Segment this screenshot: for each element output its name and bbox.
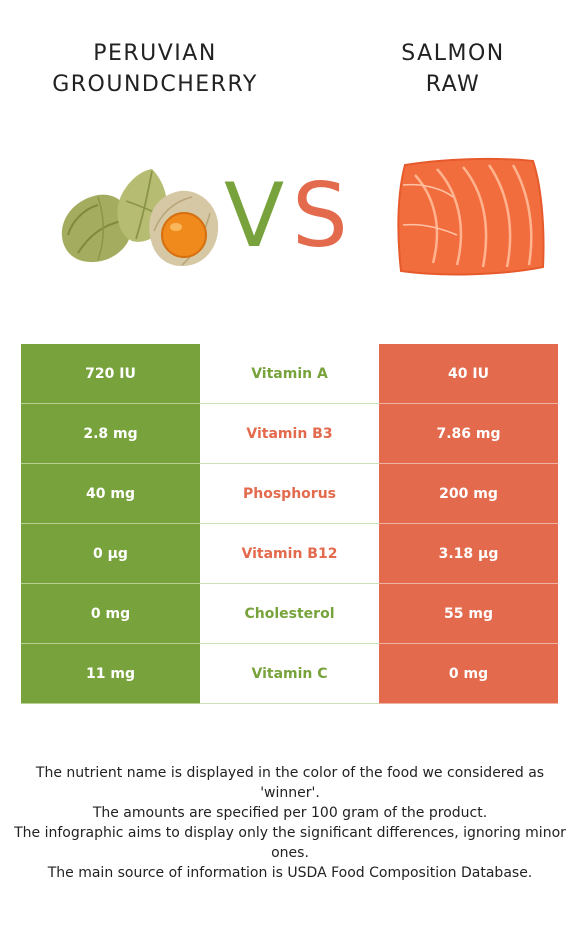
right-food-title-line1: SALMON bbox=[401, 40, 505, 66]
right-food-value: 0 mg bbox=[379, 644, 558, 704]
footnote-aim: The infographic aims to display only the… bbox=[14, 825, 566, 861]
right-food-title-line2: RAW bbox=[425, 71, 481, 97]
table-row: 720 IU Vitamin A 40 IU bbox=[21, 344, 558, 404]
left-food-value: 0 µg bbox=[21, 524, 200, 584]
salmon-fillet-image bbox=[397, 157, 545, 276]
right-food-value: 200 mg bbox=[379, 464, 558, 524]
right-food-value: 7.86 mg bbox=[379, 404, 558, 464]
left-food-title-line2: GROUNDCHERRY bbox=[52, 71, 258, 97]
nutrient-name: Phosphorus bbox=[200, 464, 379, 524]
vs-letter-s: S bbox=[292, 164, 348, 267]
left-food-value: 720 IU bbox=[21, 344, 200, 404]
footnote-winner-color: The nutrient name is displayed in the co… bbox=[35, 765, 545, 801]
right-food-value: 3.18 µg bbox=[379, 524, 558, 584]
table-row: 2.8 mg Vitamin B3 7.86 mg bbox=[21, 404, 558, 464]
left-food-value: 2.8 mg bbox=[21, 404, 200, 464]
nutrient-name: Vitamin A bbox=[200, 344, 379, 404]
nutrient-name: Vitamin C bbox=[200, 644, 379, 704]
left-food-value: 11 mg bbox=[21, 644, 200, 704]
right-food-value: 55 mg bbox=[379, 584, 558, 644]
footnote-amounts: The amounts are specified per 100 gram o… bbox=[92, 805, 488, 821]
table-row: 11 mg Vitamin C 0 mg bbox=[21, 644, 558, 704]
right-food-title: SALMON RAW bbox=[353, 38, 553, 100]
table-row: 0 µg Vitamin B12 3.18 µg bbox=[21, 524, 558, 584]
right-food-value: 40 IU bbox=[379, 344, 558, 404]
footnotes: The nutrient name is displayed in the co… bbox=[14, 763, 566, 883]
nutrient-name: Vitamin B12 bbox=[200, 524, 379, 584]
left-food-title: PERUVIAN GROUNDCHERRY bbox=[30, 38, 280, 100]
vs-letter-v: V bbox=[224, 164, 285, 267]
left-food-title-line1: PERUVIAN bbox=[93, 40, 217, 66]
table-row: 40 mg Phosphorus 200 mg bbox=[21, 464, 558, 524]
nutrient-name: Cholesterol bbox=[200, 584, 379, 644]
footnote-source: The main source of information is USDA F… bbox=[47, 865, 533, 881]
left-food-value: 40 mg bbox=[21, 464, 200, 524]
groundcherry-image bbox=[61, 169, 219, 267]
nutrient-name: Vitamin B3 bbox=[200, 404, 379, 464]
nutrient-comparison-table: 720 IU Vitamin A 40 IU 2.8 mg Vitamin B3… bbox=[21, 344, 558, 704]
left-food-value: 0 mg bbox=[21, 584, 200, 644]
table-row: 0 mg Cholesterol 55 mg bbox=[21, 584, 558, 644]
